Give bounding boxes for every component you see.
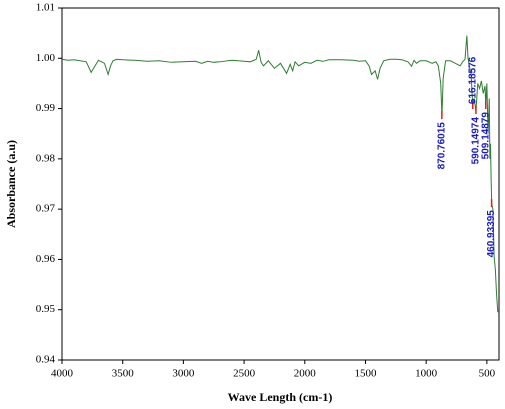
y-tick-label: 1.01 xyxy=(36,2,55,14)
peak-label: 460.93395 xyxy=(486,210,497,258)
x-tick-label: 3500 xyxy=(112,368,135,380)
plot-frame xyxy=(61,7,500,361)
x-tick-label: 3000 xyxy=(172,368,195,380)
x-tick-label: 2000 xyxy=(294,368,317,380)
spectrum-line xyxy=(61,35,499,313)
x-tick-label: 500 xyxy=(479,368,496,380)
x-tick-label: 2500 xyxy=(233,368,256,380)
peak-label: 616.18576 xyxy=(467,56,478,104)
y-tick-label: 0.94 xyxy=(36,354,56,366)
x-axis-label: Wave Length (cm-1) xyxy=(228,390,333,404)
x-tick-label: 1000 xyxy=(415,368,438,380)
y-tick-label: 1.00 xyxy=(36,52,56,64)
y-tick-label: 0.96 xyxy=(36,253,56,265)
peak-label: 870.76015 xyxy=(436,122,447,170)
y-tick-label: 0.98 xyxy=(36,152,56,164)
y-tick-label: 0.99 xyxy=(36,102,56,114)
x-tick-label: 1500 xyxy=(354,368,377,380)
y-tick-label: 0.97 xyxy=(36,203,56,215)
peak-label: 509.14879 xyxy=(480,112,491,160)
y-tick-label: 0.95 xyxy=(36,303,56,315)
y-axis-label: Absorbance (a.u) xyxy=(4,140,18,228)
peak-label: 590.14974 xyxy=(471,117,482,165)
x-tick-label: 4000 xyxy=(51,368,74,380)
